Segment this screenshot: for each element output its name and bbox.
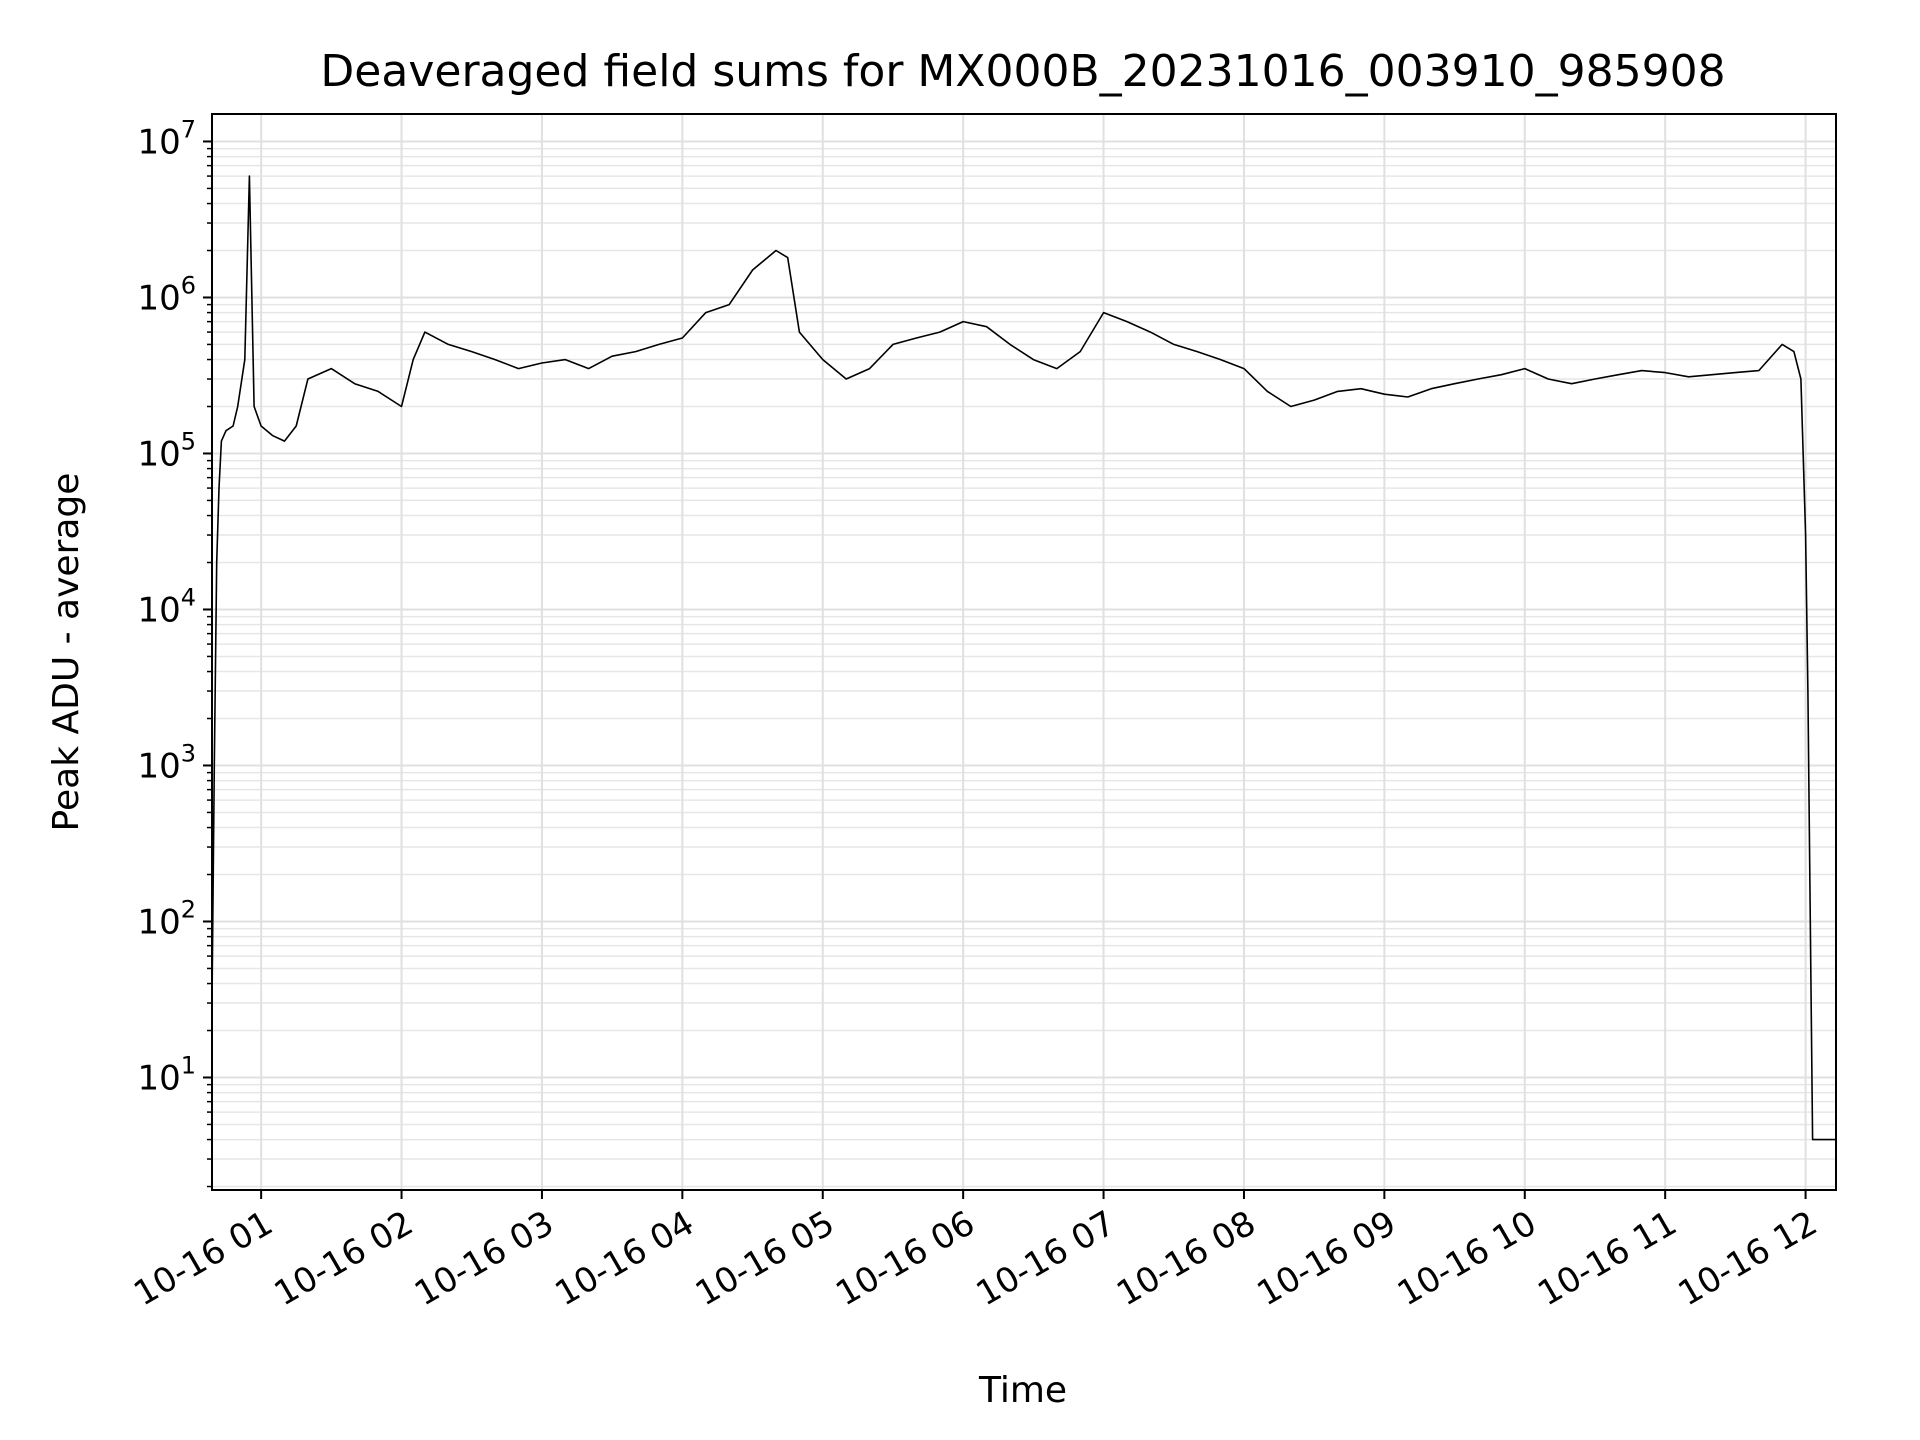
data-line [211, 175, 1836, 1141]
y-tick-label: 104 [137, 583, 196, 630]
chart-title: Deaveraged field sums for MX000B_2023101… [320, 46, 1725, 97]
x-axis-label: Time [978, 1370, 1067, 1411]
y-tick-label: 107 [137, 115, 196, 162]
y-tick-label: 106 [137, 271, 196, 318]
plot-frame [211, 113, 1837, 1191]
minor-grid [212, 147, 1836, 1188]
y-tick-label: 101 [137, 1051, 196, 1098]
y-tick-label: 102 [137, 895, 196, 942]
y-tick-label: 103 [137, 739, 196, 786]
plot-data [211, 175, 1836, 1141]
major-grid [212, 114, 1836, 1190]
y-tick-label: 105 [137, 427, 196, 474]
y-axis-label: Peak ADU - average [46, 473, 87, 832]
y-axis: 101 102 103 104 105 106 107 [137, 115, 212, 1188]
